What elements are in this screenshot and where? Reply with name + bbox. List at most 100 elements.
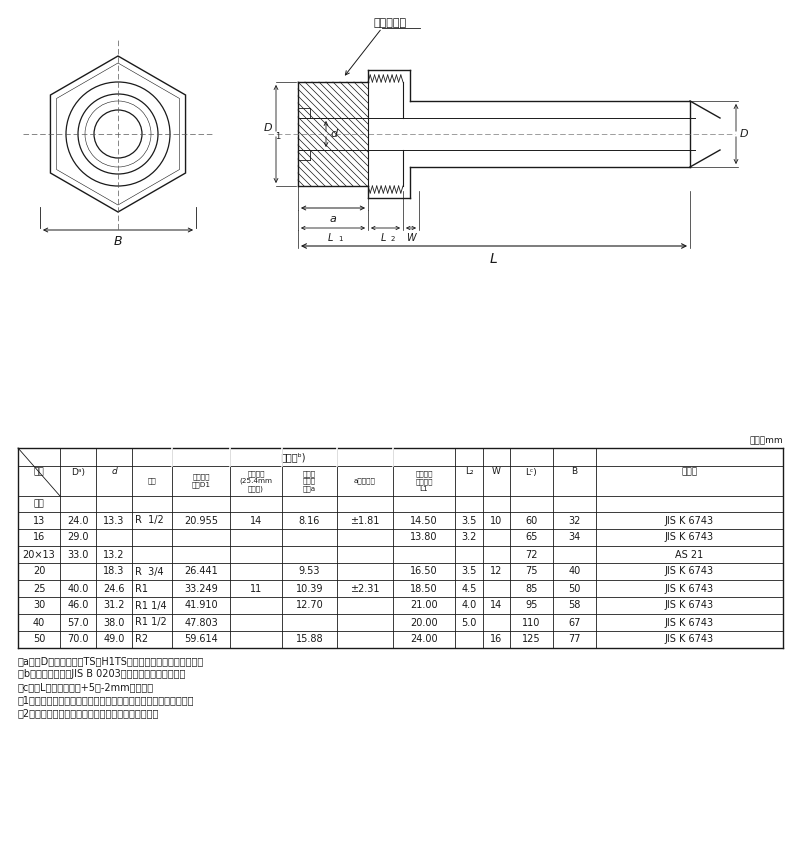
- Text: 3.5: 3.5: [462, 566, 477, 576]
- Text: 50: 50: [33, 635, 45, 645]
- Text: 10.39: 10.39: [296, 583, 323, 593]
- Text: 32: 32: [568, 516, 581, 526]
- Text: 24.00: 24.00: [410, 635, 438, 645]
- Text: 24.0: 24.0: [67, 516, 89, 526]
- Text: 24.6: 24.6: [103, 583, 125, 593]
- Text: 40: 40: [568, 566, 581, 576]
- Text: 75: 75: [526, 566, 538, 576]
- Text: aの許容差: aの許容差: [354, 478, 376, 484]
- Text: 67: 67: [568, 618, 581, 627]
- Text: ねじ山数
(25.4mm
につき): ねじ山数 (25.4mm につき): [239, 470, 273, 492]
- Text: JIS K 6743: JIS K 6743: [665, 635, 714, 645]
- Text: 29.0: 29.0: [67, 533, 89, 543]
- Text: B: B: [571, 468, 578, 477]
- Text: 25: 25: [33, 583, 46, 593]
- Text: 有効ねじ
部の長さ
L1: 有効ねじ 部の長さ L1: [415, 470, 433, 491]
- Text: 30: 30: [33, 600, 45, 610]
- Text: 40: 40: [33, 618, 45, 627]
- Text: d: d: [111, 468, 117, 477]
- Text: 49.0: 49.0: [103, 635, 125, 645]
- Text: a: a: [330, 214, 337, 224]
- Text: 規　格: 規 格: [682, 468, 698, 477]
- Text: 16: 16: [33, 533, 45, 543]
- Text: 77: 77: [568, 635, 581, 645]
- Text: R1: R1: [135, 583, 148, 593]
- Text: ±1.81: ±1.81: [350, 516, 380, 526]
- Text: W: W: [492, 468, 501, 477]
- Text: 12: 12: [490, 566, 502, 576]
- Text: 2: 2: [390, 236, 395, 242]
- Text: JIS K 6743: JIS K 6743: [665, 600, 714, 610]
- Text: L: L: [327, 233, 333, 243]
- Text: R  3/4: R 3/4: [135, 566, 164, 576]
- Text: 20: 20: [33, 566, 45, 576]
- Text: 21.00: 21.00: [410, 600, 438, 610]
- Text: 呼び: 呼び: [148, 478, 156, 484]
- Text: 26.441: 26.441: [184, 566, 218, 576]
- Text: JIS K 6743: JIS K 6743: [665, 516, 714, 526]
- Text: JIS K 6743: JIS K 6743: [665, 583, 714, 593]
- Text: 13.80: 13.80: [410, 533, 438, 543]
- Text: 110: 110: [522, 618, 541, 627]
- Text: 11: 11: [250, 583, 262, 593]
- Text: d: d: [330, 129, 337, 139]
- Text: 注b）　ねじ部は、JIS B 0203のテーパおねじとする。: 注b） ねじ部は、JIS B 0203のテーパおねじとする。: [18, 669, 186, 679]
- Text: 47.803: 47.803: [184, 618, 218, 627]
- Text: ±2.31: ±2.31: [350, 583, 380, 593]
- Text: JIS K 6743: JIS K 6743: [665, 618, 714, 627]
- Text: 33.0: 33.0: [67, 549, 89, 560]
- Text: 34: 34: [568, 533, 581, 543]
- Text: 3.5: 3.5: [462, 516, 477, 526]
- Text: 57.0: 57.0: [67, 618, 89, 627]
- Text: D: D: [740, 129, 749, 139]
- Text: 注a）　Dの許容差は、TS・H1TS継手受口共通寸法図による。: 注a） Dの許容差は、TS・H1TS継手受口共通寸法図による。: [18, 656, 204, 666]
- Text: 9.53: 9.53: [298, 566, 320, 576]
- Text: 15.88: 15.88: [296, 635, 323, 645]
- Text: 注2．管端防食継手（コア付き）に対応しています。: 注2．管端防食継手（コア付き）に対応しています。: [18, 708, 159, 718]
- Text: JIS K 6743: JIS K 6743: [665, 566, 714, 576]
- Text: L₂: L₂: [465, 468, 474, 477]
- Text: 125: 125: [522, 635, 541, 645]
- Text: 60: 60: [526, 516, 538, 526]
- Text: 41.910: 41.910: [184, 600, 218, 610]
- Text: 85: 85: [526, 583, 538, 593]
- Text: 注1．六角部及び内部の接水部は、硬質ポリ塩化ビニル製である．: 注1．六角部及び内部の接水部は、硬質ポリ塩化ビニル製である．: [18, 695, 194, 705]
- Text: 4.0: 4.0: [462, 600, 477, 610]
- Text: 18.3: 18.3: [103, 566, 125, 576]
- Text: AS 21: AS 21: [675, 549, 704, 560]
- Text: 13: 13: [33, 516, 45, 526]
- Text: 3.2: 3.2: [462, 533, 477, 543]
- Text: L: L: [381, 233, 386, 243]
- Text: 20.00: 20.00: [410, 618, 438, 627]
- Text: 4.5: 4.5: [462, 583, 477, 593]
- Text: ねじ部ᵇ): ねじ部ᵇ): [281, 452, 306, 462]
- Text: 注c）　Lの許容差は、+5／-2mmとする。: 注c） Lの許容差は、+5／-2mmとする。: [18, 682, 154, 692]
- Text: 1: 1: [275, 132, 280, 141]
- Text: 1: 1: [338, 236, 342, 242]
- Text: 50: 50: [568, 583, 581, 593]
- Text: 38.0: 38.0: [103, 618, 125, 627]
- Text: 13.2: 13.2: [103, 549, 125, 560]
- Text: 33.249: 33.249: [184, 583, 218, 593]
- Text: 10: 10: [490, 516, 502, 526]
- Text: 基準径
までの
長さa: 基準径 までの 長さa: [303, 470, 316, 492]
- Text: 72: 72: [526, 549, 538, 560]
- Text: JIS K 6743: JIS K 6743: [665, 533, 714, 543]
- Text: 46.0: 46.0: [67, 600, 89, 610]
- Text: 16: 16: [490, 635, 502, 645]
- Text: 呼径: 呼径: [34, 500, 44, 508]
- Text: R2: R2: [135, 635, 148, 645]
- Text: 70.0: 70.0: [67, 635, 89, 645]
- Text: 18.50: 18.50: [410, 583, 438, 593]
- Text: Dᵃ): Dᵃ): [71, 468, 85, 477]
- Text: 5.0: 5.0: [462, 618, 477, 627]
- Text: R1 1/2: R1 1/2: [135, 618, 166, 627]
- Text: Lᶜ): Lᶜ): [526, 468, 538, 477]
- Text: 14: 14: [250, 516, 262, 526]
- Text: 基準径の
外径D1: 基準径の 外径D1: [191, 473, 210, 488]
- Text: 単位：mm: 単位：mm: [750, 436, 783, 445]
- Text: 95: 95: [526, 600, 538, 610]
- Text: 12.70: 12.70: [296, 600, 323, 610]
- Text: 14.50: 14.50: [410, 516, 438, 526]
- Text: R  1/2: R 1/2: [135, 516, 164, 526]
